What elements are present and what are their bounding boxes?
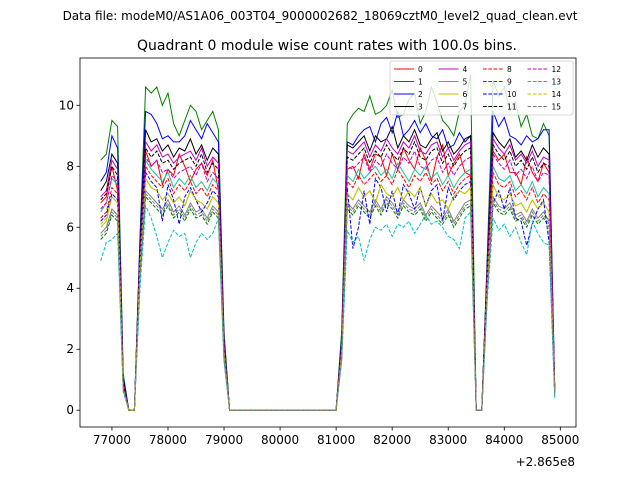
x-tick-label: 85000 — [541, 433, 579, 447]
series-line-4 — [100, 134, 556, 411]
legend-label-6: 6 — [463, 90, 468, 99]
x-tick-label: 78000 — [149, 433, 187, 447]
legend-label-11: 11 — [507, 103, 517, 112]
legend-label-9: 9 — [507, 78, 512, 87]
x-tick-label: 82000 — [373, 433, 411, 447]
x-tick-label: 77000 — [93, 433, 131, 447]
legend-label-5: 5 — [463, 78, 468, 87]
legend-label-7: 7 — [463, 103, 468, 112]
legend-label-14: 14 — [552, 90, 562, 99]
suptitle: Data file: modeM0/AS1A06_003T04_90000026… — [63, 9, 578, 23]
x-tick-label: 83000 — [429, 433, 467, 447]
x-offset-label: +2.865e8 — [516, 455, 575, 469]
series-line-14 — [100, 176, 556, 411]
x-tick-label: 81000 — [317, 433, 355, 447]
x-tick-label: 80000 — [261, 433, 299, 447]
legend-box — [389, 60, 574, 116]
chart-title: Quadrant 0 module wise count rates with … — [137, 38, 517, 54]
series-line-11 — [100, 140, 556, 411]
y-tick-label: 10 — [59, 98, 74, 112]
legend-label-15: 15 — [552, 103, 562, 112]
y-tick-label: 2 — [66, 342, 74, 356]
y-tick-label: 6 — [66, 220, 74, 234]
series-group — [100, 74, 556, 411]
legend-label-1: 1 — [418, 78, 423, 87]
legend-label-0: 0 — [418, 65, 423, 74]
y-tick-label: 4 — [66, 281, 74, 295]
axes-frame — [79, 57, 577, 428]
series-line-12 — [100, 149, 556, 411]
x-tick-label: 79000 — [205, 433, 243, 447]
x-tick-label: 84000 — [485, 433, 523, 447]
series-line-1 — [100, 74, 556, 411]
legend-label-2: 2 — [418, 90, 423, 99]
y-tick-label: 8 — [66, 159, 74, 173]
legend-label-8: 8 — [507, 65, 512, 74]
legend-label-12: 12 — [552, 65, 562, 74]
legend-label-13: 13 — [552, 78, 562, 87]
legend-label-4: 4 — [463, 65, 468, 74]
legend-label-3: 3 — [418, 103, 423, 112]
y-tick-label: 0 — [66, 403, 74, 417]
legend-label-10: 10 — [507, 90, 517, 99]
series-line-15 — [100, 192, 556, 411]
plot-area: 77000 78000 79000 80000 81000 82000 83000 84000… — [59, 57, 579, 447]
